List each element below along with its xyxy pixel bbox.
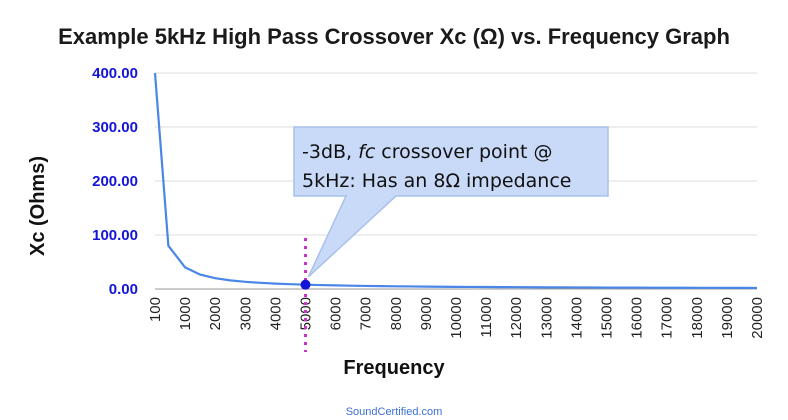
x-tick-label: 9000 (418, 297, 435, 330)
x-tick-label: 15000 (599, 297, 616, 339)
x-tick-label: 8000 (388, 297, 405, 330)
x-tick-label: 6000 (328, 297, 345, 330)
x-tick-label: 5000 (298, 297, 315, 330)
callout-bubble (293, 126, 609, 278)
y-axis-label: Xc (Ohms) (27, 156, 49, 256)
x-tick-label: 11000 (478, 297, 495, 338)
x-axis-label: Frequency (343, 357, 445, 379)
y-tick-label: 400.00 (92, 65, 138, 82)
x-tick-label: 18000 (689, 297, 706, 339)
x-tick-label: 100 (147, 297, 164, 322)
x-tick-label: 3000 (237, 297, 254, 330)
series-line-xc (153, 72, 758, 290)
x-axis-ticks: 100 1000 2000 3000 4000 5000 6000 7000 8000 9000 1… (147, 297, 766, 339)
callout-line-2: 5kHz: Has an 8Ω impedance (302, 170, 571, 192)
footer-credit[interactable]: SoundCertified.com (346, 406, 443, 418)
x-tick-label: 19000 (719, 297, 736, 339)
x-tick-label: 2000 (207, 297, 224, 330)
callout: -3dB, fc crossover point @ 5kHz: Has an … (293, 126, 609, 278)
x-tick-label: 20000 (749, 297, 766, 339)
callout-line-1-suffix: crossover point @ (375, 141, 552, 163)
x-tick-label: 7000 (358, 297, 375, 330)
x-tick-label: 16000 (629, 297, 646, 339)
crossover-point-marker (300, 279, 311, 290)
x-tick-label: 12000 (508, 297, 525, 339)
y-tick-label: 100.00 (92, 227, 138, 244)
x-tick-label: 10000 (448, 297, 465, 339)
y-tick-label: 200.00 (92, 173, 138, 190)
x-tick-label: 17000 (659, 297, 676, 339)
y-axis-ticks: 0.00 100.00 200.00 300.00 400.00 (92, 65, 138, 298)
x-tick-label: 1000 (177, 297, 194, 330)
y-tick-label: 0.00 (109, 281, 138, 298)
y-tick-label: 300.00 (92, 119, 138, 136)
callout-line-1: -3dB, fc crossover point @ (302, 141, 552, 163)
callout-line-1-italic: fc (358, 141, 376, 163)
chart-title: Example 5kHz High Pass Crossover Xc (Ω) … (58, 24, 730, 49)
x-tick-label: 13000 (538, 297, 555, 339)
x-tick-label: 14000 (568, 297, 585, 339)
x-tick-label: 4000 (267, 297, 284, 330)
callout-line-1-prefix: -3dB, (302, 141, 358, 163)
